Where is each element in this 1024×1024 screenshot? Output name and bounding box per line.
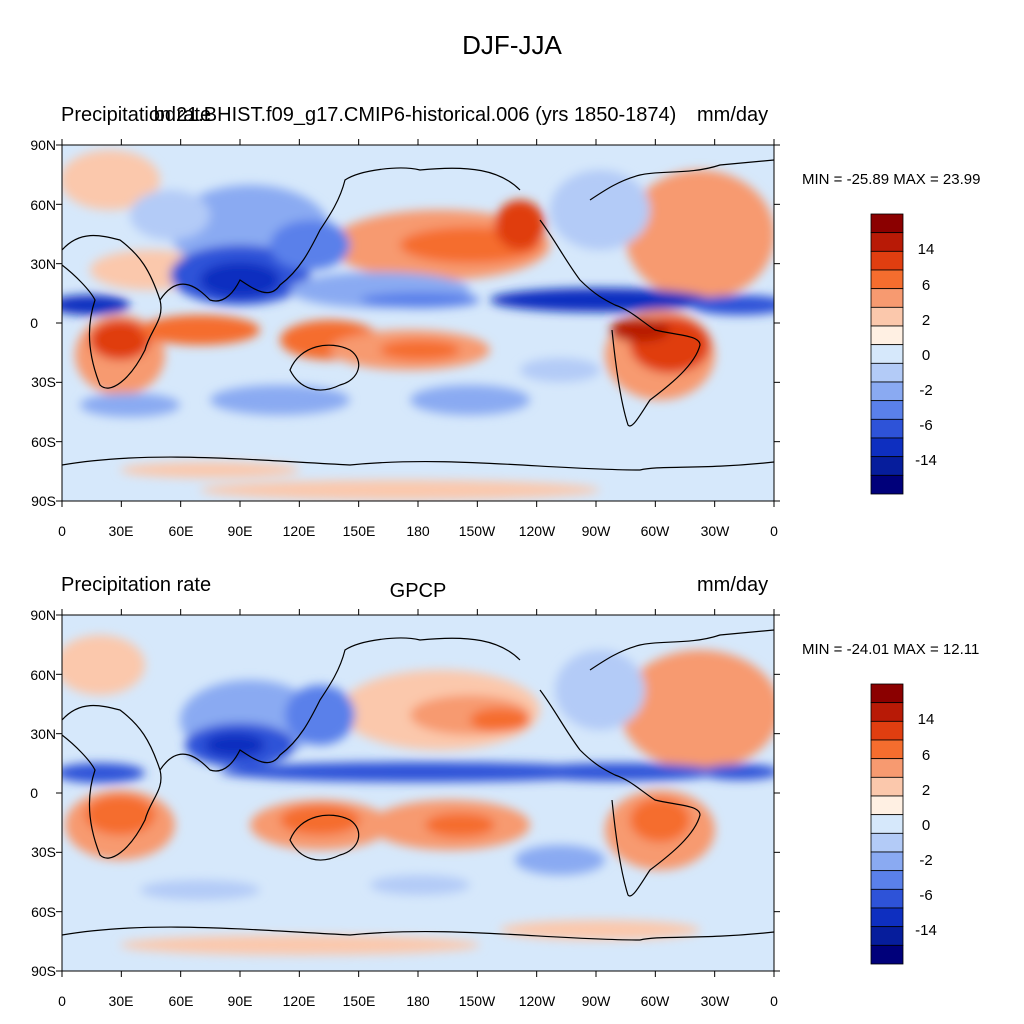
lon-tick-label: 90E	[227, 523, 253, 539]
lon-tick-label: 180	[406, 993, 430, 1009]
lon-tick-label: 60W	[640, 523, 670, 539]
lon-tick-label: 120W	[518, 993, 556, 1009]
lon-tick-label: 120E	[282, 523, 316, 539]
panel-1-min-max: MIN = -25.89 MAX = 23.99	[802, 171, 981, 188]
lon-tick-label: 150W	[458, 523, 496, 539]
panel-2-center-title: GPCP	[389, 580, 447, 602]
panel-2-min-max: MIN = -24.01 MAX = 12.11	[802, 641, 980, 658]
lat-tick-label: 30N	[30, 256, 56, 272]
colorbar-label: 2	[921, 312, 931, 329]
lat-tick-label: 90S	[31, 963, 56, 979]
lon-tick-label: 60W	[640, 993, 670, 1009]
lon-tick-label: 0	[770, 993, 778, 1009]
lon-tick-label: 30W	[700, 523, 730, 539]
colorbar-label: 2	[921, 782, 931, 799]
lon-tick-label: 0	[770, 523, 778, 539]
panel-2-precip-field	[62, 615, 774, 971]
panel-1-colorbar	[870, 213, 904, 495]
colorbar-label: 14	[917, 711, 935, 728]
lat-tick-label: 0	[30, 785, 38, 801]
colorbar-label: -2	[919, 852, 933, 869]
lon-tick-label: 60E	[168, 993, 194, 1009]
colorbar-label: 6	[921, 277, 931, 294]
panel-1-center-title: bd21.BHIST.f09_g17.CMIP6-historical.006 …	[153, 104, 677, 126]
lon-tick-label: 30W	[700, 993, 730, 1009]
panel-2-right-title: mm/day	[697, 574, 769, 596]
lon-tick-label: 30E	[108, 993, 134, 1009]
panel-1-precip-field	[62, 145, 774, 501]
lon-tick-label: 120E	[282, 993, 316, 1009]
colorbar-label: -6	[919, 887, 933, 904]
lon-tick-label: 0	[58, 993, 66, 1009]
lon-tick-label: 30E	[108, 523, 134, 539]
lat-tick-label: 30S	[31, 844, 56, 860]
panel-2-colorbar	[870, 683, 904, 965]
lat-tick-label: 90N	[30, 137, 56, 153]
lon-tick-label: 60E	[168, 523, 194, 539]
lat-tick-label: 60N	[30, 667, 56, 683]
colorbar-label: -2	[919, 382, 933, 399]
colorbar-label: 14	[917, 241, 935, 258]
colorbar-label: 6	[921, 747, 931, 764]
panel-1-left-title: Precipitation rate	[61, 104, 212, 126]
colorbar-swatch	[870, 944, 904, 965]
lat-tick-label: 90N	[30, 607, 56, 623]
colorbar-label: 0	[921, 347, 931, 364]
panel-2-left-title: Precipitation rate	[61, 574, 212, 596]
lon-tick-label: 150E	[342, 993, 376, 1009]
lat-tick-label: 60N	[30, 197, 56, 213]
colorbar-label: -14	[915, 452, 937, 469]
figure-title: DJF-JJA	[462, 30, 562, 60]
lat-tick-label: 60S	[31, 434, 56, 450]
colorbar-label: 0	[921, 817, 931, 834]
lon-tick-label: 0	[58, 523, 66, 539]
lon-tick-label: 90W	[581, 523, 611, 539]
lon-tick-label: 120W	[518, 523, 556, 539]
lon-tick-label: 90W	[581, 993, 611, 1009]
colorbar-label: -14	[915, 922, 937, 939]
colorbar-swatch	[870, 474, 904, 495]
lat-tick-label: 0	[30, 315, 38, 331]
lon-tick-label: 150E	[342, 523, 376, 539]
lat-tick-label: 30N	[30, 726, 56, 742]
lon-tick-label: 90E	[227, 993, 253, 1009]
lat-tick-label: 30S	[31, 374, 56, 390]
lon-tick-label: 150W	[458, 993, 496, 1009]
lat-tick-label: 90S	[31, 493, 56, 509]
lat-tick-label: 60S	[31, 904, 56, 920]
panel-1-right-title: mm/day	[697, 104, 769, 126]
lon-tick-label: 180	[406, 523, 430, 539]
colorbar-label: -6	[919, 417, 933, 434]
